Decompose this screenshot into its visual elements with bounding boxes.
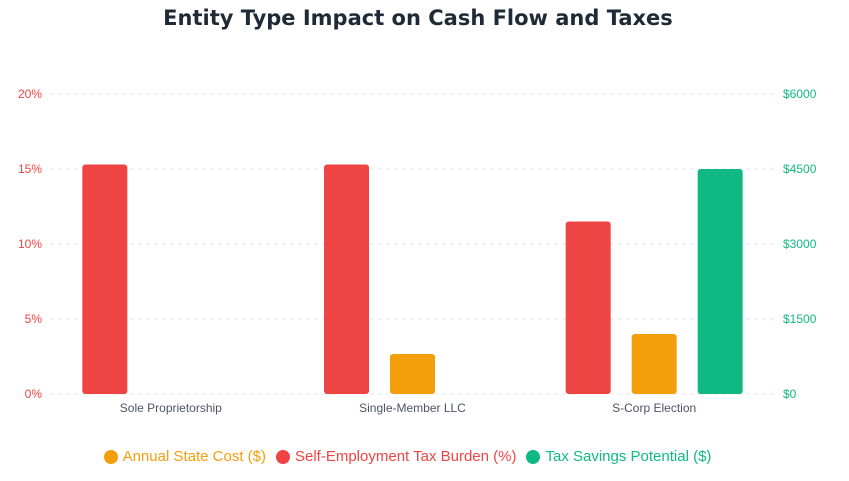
- bar: [697, 169, 743, 394]
- bar-chart: 0% $0 5% $1500 10% $3000 15% $4500 20% $6000 Sole …: [18, 87, 817, 415]
- y-right-tick-label: $0: [783, 387, 797, 401]
- legend-label-tax-savings: Tax Savings Potential ($): [545, 448, 712, 465]
- chart-legend: Annual State Cost ($) Self-Employment Ta…: [0, 448, 815, 465]
- legend-item-se-tax[interactable]: Self-Employment Tax Burden (%): [276, 448, 516, 465]
- y-right-tick-label: $3000: [783, 237, 817, 251]
- legend-swatch-tax-savings: [526, 449, 541, 464]
- y-right-tick-label: $1500: [783, 312, 817, 326]
- y-right-tick-label: $4500: [783, 162, 817, 176]
- y-left-tick-label: 20%: [18, 87, 42, 101]
- bar: [82, 164, 128, 394]
- legend-label-state-cost: Annual State Cost ($): [122, 448, 266, 465]
- y-right-tick-label: $6000: [783, 87, 817, 101]
- y-left-tick-label: 5%: [25, 312, 43, 326]
- x-tick-label: S-Corp Election: [612, 401, 696, 415]
- x-tick-label: Single-Member LLC: [359, 401, 466, 415]
- y-left-tick-label: 15%: [18, 162, 42, 176]
- x-tick-label: Sole Proprietorship: [120, 401, 222, 415]
- bar: [565, 221, 611, 394]
- legend-swatch-state-cost: [103, 449, 118, 464]
- legend-swatch-se-tax: [276, 449, 290, 464]
- legend-item-tax-savings[interactable]: Tax Savings Potential ($): [526, 448, 711, 465]
- y-left-tick-label: 10%: [18, 237, 42, 251]
- bar: [631, 334, 677, 394]
- bar: [390, 354, 435, 394]
- bar: [324, 164, 369, 394]
- chart-title: Entity Type Impact on Cash Flow and Taxe…: [163, 6, 673, 30]
- legend-label-se-tax: Self-Employment Tax Burden (%): [295, 448, 517, 465]
- legend-item-state-cost[interactable]: Annual State Cost ($): [103, 448, 266, 465]
- y-left-tick-label: 0%: [25, 387, 43, 401]
